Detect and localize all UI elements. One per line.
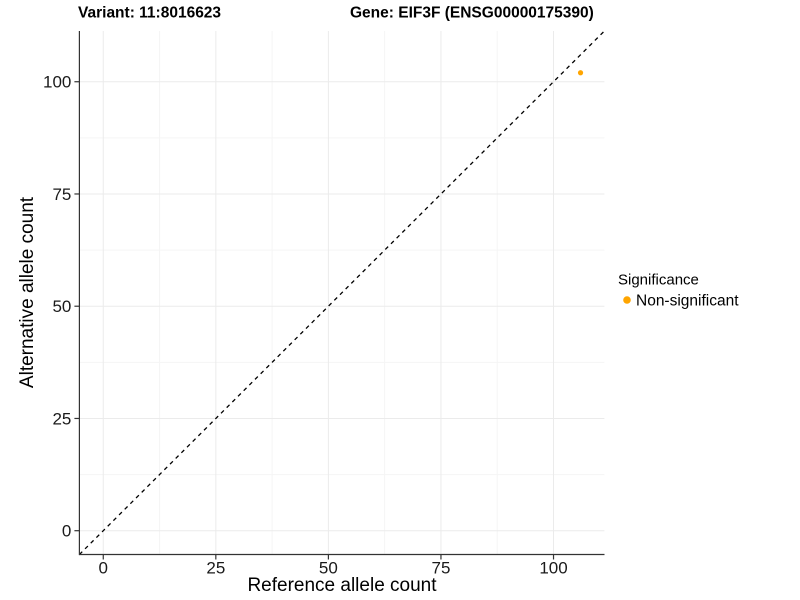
x-tick-label: 25 [206, 559, 225, 578]
legend-point-icon [623, 296, 631, 304]
legend-title: Significance [618, 272, 699, 289]
x-tick-label: 75 [431, 559, 450, 578]
x-tick-label: 0 [99, 559, 108, 578]
x-axis-ticks: 0 25 50 75 100 [99, 554, 568, 578]
y-tick-label: 0 [62, 522, 71, 541]
variant-title: Variant: 11:8016623 [78, 5, 221, 22]
y-axis-ticks: 0 25 50 75 100 [43, 73, 80, 541]
y-tick-label: 25 [52, 409, 71, 428]
gene-title: Gene: EIF3F (ENSG00000175390) [350, 5, 594, 22]
minor-gridlines [79, 31, 605, 555]
x-tick-label: 50 [319, 559, 338, 578]
y-tick-label: 100 [43, 73, 71, 92]
legend: Significance Non-significant [618, 272, 739, 310]
x-tick-label: 100 [539, 559, 567, 578]
y-axis-title: Alternative allele count [17, 196, 38, 388]
identity-dashed-line [78, 30, 605, 555]
data-point [577, 70, 584, 76]
major-gridlines [79, 31, 605, 555]
x-axis-title: Reference allele count [247, 575, 437, 596]
legend-item-label: Non-significant [636, 293, 739, 310]
data-points [577, 70, 584, 76]
y-tick-label: 50 [52, 297, 71, 316]
y-tick-label: 75 [52, 185, 71, 204]
